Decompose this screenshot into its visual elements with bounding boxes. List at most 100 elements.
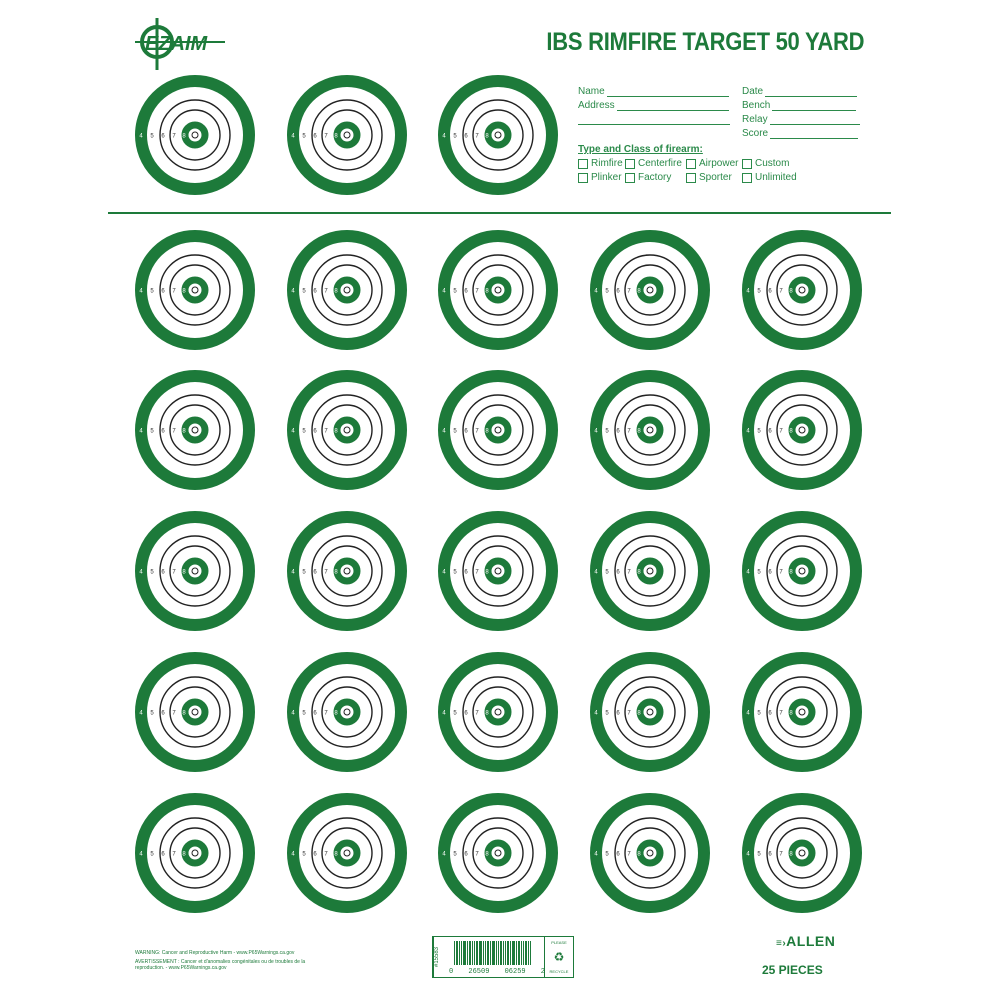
ring-number: 5 [302,429,306,435]
outer-ring [135,511,255,631]
checkbox-box[interactable] [578,158,588,169]
ring-6 [462,254,534,326]
outer-ring [742,652,862,772]
ring-number: 4 [291,570,295,576]
barcode-bar [503,941,504,965]
ring-7 [624,264,676,316]
bull-ring [333,276,361,304]
outer-ring [742,230,862,350]
checkbox-box[interactable] [742,158,752,169]
barcode-bar [472,941,473,965]
ring-6 [462,676,534,748]
ring-number: 6 [464,570,468,576]
ring-6 [462,535,534,607]
ring-number: 8 [485,570,489,576]
checkbox-factory[interactable]: Factory [625,172,671,183]
relay-field[interactable]: Relay [742,114,860,125]
checkbox-sporter[interactable]: Sporter [686,172,732,183]
outer-ring [287,370,407,490]
checkbox-plinker[interactable]: Plinker [578,172,622,183]
bull-ring [484,698,512,726]
barcode-box: #15583 0 26509 06259 2 PLEASE ♻ RECYCLE [432,936,574,978]
checkbox-box[interactable] [578,172,588,183]
ring-number: 6 [464,852,468,858]
center-dot [191,131,199,139]
ring-number: 6 [768,852,772,858]
ring-6 [766,394,838,466]
ring-number: 9 [340,711,344,717]
ring-number: 4 [746,429,750,435]
address-label: Address [578,100,615,111]
ring-number: 6 [161,289,165,295]
ring-6 [766,254,838,326]
ring-number: 7 [475,711,479,717]
ring-number: 4 [594,711,598,717]
ring-number: 7 [627,852,631,858]
bench-field[interactable]: Bench [742,100,857,111]
ring-number: 7 [779,570,783,576]
barcode-bar [505,941,506,965]
center-dot [798,849,806,857]
bull-ring [333,557,361,585]
ring-number: 4 [594,570,598,576]
name-field[interactable]: Name [578,86,729,97]
barcode-bar [487,941,489,965]
score-field[interactable]: Score [742,128,859,139]
ring-number: 9 [795,429,799,435]
checkbox-box[interactable] [625,172,635,183]
ring-6 [159,676,231,748]
ring-number: 5 [453,570,457,576]
checkbox-unlimited[interactable]: Unlimited [742,172,797,183]
date-field[interactable]: Date [742,86,858,97]
ring-number: 4 [139,570,143,576]
barcode-bar [492,941,495,965]
date-label: Date [742,86,764,97]
ring-6 [311,254,383,326]
barcode-bar [510,941,511,965]
bull-ring [484,416,512,444]
checkbox-label: Centerfire [638,158,682,169]
ring-7 [472,545,524,597]
bench-label: Bench [742,100,771,111]
ring-number: 4 [291,711,295,717]
ring-number: 6 [616,711,620,717]
ring-number: 6 [768,711,772,717]
barcode-bar [512,941,515,965]
address-line-2[interactable] [578,114,730,125]
ring-number: 5 [453,134,457,140]
bull-ring [333,698,361,726]
checkbox-box[interactable] [742,172,752,183]
checkbox-custom[interactable]: Custom [742,158,789,169]
checkbox-box[interactable] [686,172,696,183]
ring-7 [624,404,676,456]
barcode-bar [461,941,462,965]
barcode-bar [507,941,509,965]
ring-number: 4 [442,852,446,858]
ring-number: 9 [188,711,192,717]
center-dot [494,426,502,434]
ring-number: 6 [768,289,772,295]
outer-ring [287,230,407,350]
ring-number: 4 [746,852,750,858]
checkbox-rimfire[interactable]: Rimfire [578,158,623,169]
ring-number: 6 [768,570,772,576]
ring-number: 9 [340,852,344,858]
checkbox-centerfire[interactable]: Centerfire [625,158,682,169]
ring-number: 5 [605,429,609,435]
checkbox-airpower[interactable]: Airpower [686,158,738,169]
center-dot [646,426,654,434]
checkbox-box[interactable] [686,158,696,169]
center-dot [343,426,351,434]
ring-number: 6 [616,852,620,858]
recycle-icon: ♻ [553,949,565,964]
ring-number: 8 [485,852,489,858]
outer-ring [438,370,558,490]
barcode-bar [476,941,478,965]
checkbox-box[interactable] [625,158,635,169]
checkbox-label: Factory [638,172,672,183]
address-field[interactable]: Address [578,100,729,111]
